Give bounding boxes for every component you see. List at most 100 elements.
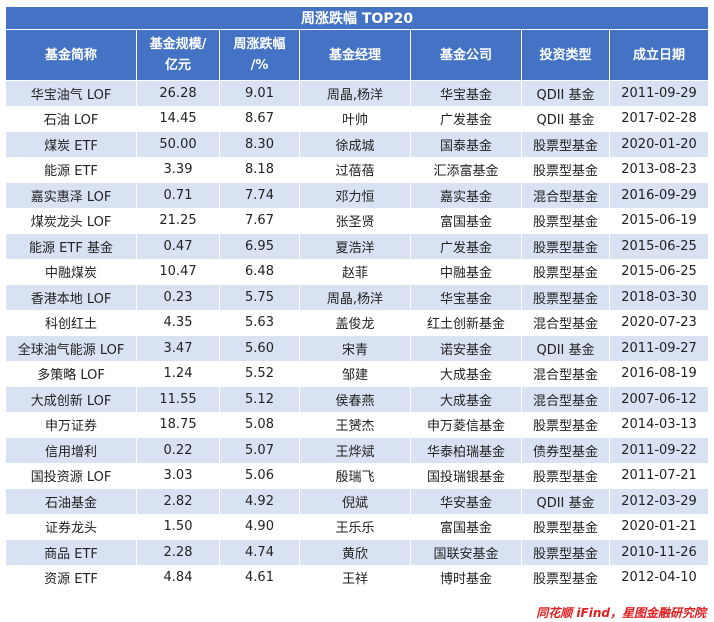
fund-table-container: 周涨跌幅 TOP20 基金简称 基金规模/ 亿元 周涨跌幅 /% 基金经理 基金… xyxy=(4,6,710,591)
table-row: 煤炭 ETF 50.00 8.30 徐成城 国泰基金 股票型基金 2020-01-20 xyxy=(5,131,710,158)
cell-fund-scale: 11.55 xyxy=(136,386,220,413)
cell-fund-scale: 2.82 xyxy=(136,488,220,515)
cell-investment-type: 混合型基金 xyxy=(521,309,610,336)
cell-fund-name: 大成创新 LOF xyxy=(5,386,137,413)
cell-investment-type: 混合型基金 xyxy=(521,182,610,209)
cell-fund-scale: 3.39 xyxy=(136,156,220,183)
cell-fund-name: 石油 LOF xyxy=(5,105,137,132)
cell-investment-type: 股票型基金 xyxy=(521,131,610,158)
cell-fund-manager: 王祥 xyxy=(299,564,411,591)
cell-investment-type: 混合型基金 xyxy=(521,360,610,387)
cell-fund-manager: 王烨斌 xyxy=(299,437,411,464)
cell-weekly-change: 8.18 xyxy=(219,156,300,183)
cell-inception-date: 2018-03-30 xyxy=(608,284,710,311)
cell-fund-scale: 14.45 xyxy=(136,105,220,132)
table-row: 国投资源 LOF 3.03 5.06 殷瑞飞 国投瑞银基金 股票型基金 2011-07-21 xyxy=(5,462,710,489)
cell-investment-type: 股票型基金 xyxy=(521,233,610,260)
table-row: 中融煤炭 10.47 6.48 赵菲 中融基金 股票型基金 2015-06-25 xyxy=(5,258,710,285)
table-row: 证券龙头 1.50 4.90 王乐乐 富国基金 股票型基金 2020-01-21 xyxy=(5,513,710,540)
cell-investment-type: QDII 基金 xyxy=(521,488,610,515)
cell-fund-company: 华宝基金 xyxy=(410,284,522,311)
table-row: 能源 ETF 3.39 8.18 过蓓蓓 汇添富基金 股票型基金 2013-08-23 xyxy=(5,156,710,183)
cell-fund-manager: 王乐乐 xyxy=(299,513,411,540)
cell-weekly-change: 5.63 xyxy=(219,309,300,336)
cell-fund-manager: 周晶,杨洋 xyxy=(299,284,411,311)
cell-investment-type: 股票型基金 xyxy=(521,207,610,234)
cell-fund-name: 煤炭 ETF xyxy=(5,131,137,158)
cell-fund-company: 博时基金 xyxy=(410,564,522,591)
source-note: 同花顺 iFind，星图金融研究院 xyxy=(536,606,706,620)
cell-weekly-change: 5.12 xyxy=(219,386,300,413)
cell-investment-type: 股票型基金 xyxy=(521,258,610,285)
cell-fund-company: 华宝基金 xyxy=(410,80,522,107)
cell-investment-type: QDII 基金 xyxy=(521,335,610,362)
cell-fund-name: 华宝油气 LOF xyxy=(5,80,137,107)
cell-inception-date: 2017-02-28 xyxy=(608,105,710,132)
cell-weekly-change: 4.74 xyxy=(219,539,300,566)
cell-fund-name: 嘉实惠泽 LOF xyxy=(5,182,137,209)
cell-fund-name: 商品 ETF xyxy=(5,539,137,566)
table-row: 华宝油气 LOF 26.28 9.01 周晶,杨洋 华宝基金 QDII 基金 2011-09… xyxy=(5,80,710,107)
cell-fund-scale: 3.47 xyxy=(136,335,220,362)
cell-investment-type: 股票型基金 xyxy=(521,462,610,489)
cell-inception-date: 2012-04-10 xyxy=(608,564,710,591)
cell-fund-company: 大成基金 xyxy=(410,360,522,387)
table-row: 能源 ETF 基金 0.47 6.95 夏浩洋 广发基金 股票型基金 2015-06-25 xyxy=(5,233,710,260)
cell-weekly-change: 9.01 xyxy=(219,80,300,107)
cell-fund-scale: 1.24 xyxy=(136,360,220,387)
cell-fund-company: 中融基金 xyxy=(410,258,522,285)
cell-inception-date: 2011-07-21 xyxy=(608,462,710,489)
cell-investment-type: 股票型基金 xyxy=(521,564,610,591)
cell-inception-date: 2011-09-22 xyxy=(608,437,710,464)
cell-fund-company: 富国基金 xyxy=(410,207,522,234)
cell-inception-date: 2015-06-19 xyxy=(608,207,710,234)
cell-fund-manager: 盖俊龙 xyxy=(299,309,411,336)
cell-fund-name: 申万证券 xyxy=(5,411,137,438)
cell-weekly-change: 4.61 xyxy=(219,564,300,591)
cell-fund-company: 华泰柏瑞基金 xyxy=(410,437,522,464)
table-row: 资源 ETF 4.84 4.61 王祥 博时基金 股票型基金 2012-04-10 xyxy=(5,564,710,591)
table-body: 华宝油气 LOF 26.28 9.01 周晶,杨洋 华宝基金 QDII 基金 2011-09… xyxy=(5,80,710,591)
fund-ranking-table: 周涨跌幅 TOP20 基金简称 基金规模/ 亿元 周涨跌幅 /% 基金经理 基金… xyxy=(4,6,710,591)
cell-inception-date: 2015-06-25 xyxy=(608,258,710,285)
table-row: 石油 LOF 14.45 8.67 叶帅 广发基金 QDII 基金 2017-02-28 xyxy=(5,105,710,132)
cell-inception-date: 2020-07-23 xyxy=(608,309,710,336)
cell-fund-company: 申万菱信基金 xyxy=(410,411,522,438)
cell-fund-scale: 26.28 xyxy=(136,80,220,107)
cell-fund-manager: 宋青 xyxy=(299,335,411,362)
cell-inception-date: 2016-09-29 xyxy=(608,182,710,209)
cell-fund-name: 香港本地 LOF xyxy=(5,284,137,311)
table-row: 信用增利 0.22 5.07 王烨斌 华泰柏瑞基金 债券型基金 2011-09-22 xyxy=(5,437,710,464)
cell-fund-name: 能源 ETF 基金 xyxy=(5,233,137,260)
table-row: 嘉实惠泽 LOF 0.71 7.74 邓力恒 嘉实基金 混合型基金 2016-09-29 xyxy=(5,182,710,209)
cell-fund-name: 科创红土 xyxy=(5,309,137,336)
cell-fund-manager: 周晶,杨洋 xyxy=(299,80,411,107)
cell-inception-date: 2012-03-29 xyxy=(608,488,710,515)
header-fund-name: 基金简称 xyxy=(5,29,137,81)
cell-fund-manager: 邹建 xyxy=(299,360,411,387)
cell-fund-company: 广发基金 xyxy=(410,233,522,260)
cell-weekly-change: 5.75 xyxy=(219,284,300,311)
cell-fund-name: 信用增利 xyxy=(5,437,137,464)
cell-weekly-change: 4.90 xyxy=(219,513,300,540)
cell-fund-company: 汇添富基金 xyxy=(410,156,522,183)
cell-weekly-change: 6.48 xyxy=(219,258,300,285)
header-investment-type: 投资类型 xyxy=(521,29,610,81)
table-title: 周涨跌幅 TOP20 xyxy=(4,6,710,30)
header-fund-manager: 基金经理 xyxy=(299,29,411,81)
cell-inception-date: 2010-11-26 xyxy=(608,539,710,566)
table-row: 科创红土 4.35 5.63 盖俊龙 红土创新基金 混合型基金 2020-07-23 xyxy=(5,309,710,336)
cell-inception-date: 2011-09-27 xyxy=(608,335,710,362)
header-fund-scale-line1: 基金规模/ xyxy=(149,37,207,52)
cell-fund-manager: 徐成城 xyxy=(299,131,411,158)
cell-fund-manager: 殷瑞飞 xyxy=(299,462,411,489)
cell-fund-scale: 0.23 xyxy=(136,284,220,311)
header-fund-scale: 基金规模/ 亿元 xyxy=(136,29,220,81)
cell-fund-name: 石油基金 xyxy=(5,488,137,515)
cell-fund-name: 煤炭龙头 LOF xyxy=(5,207,137,234)
cell-fund-company: 富国基金 xyxy=(410,513,522,540)
cell-weekly-change: 6.95 xyxy=(219,233,300,260)
cell-investment-type: QDII 基金 xyxy=(521,105,610,132)
cell-inception-date: 2011-09-29 xyxy=(608,80,710,107)
table-row: 全球油气能源 LOF 3.47 5.60 宋青 诺安基金 QDII 基金 2011-09-2… xyxy=(5,335,710,362)
